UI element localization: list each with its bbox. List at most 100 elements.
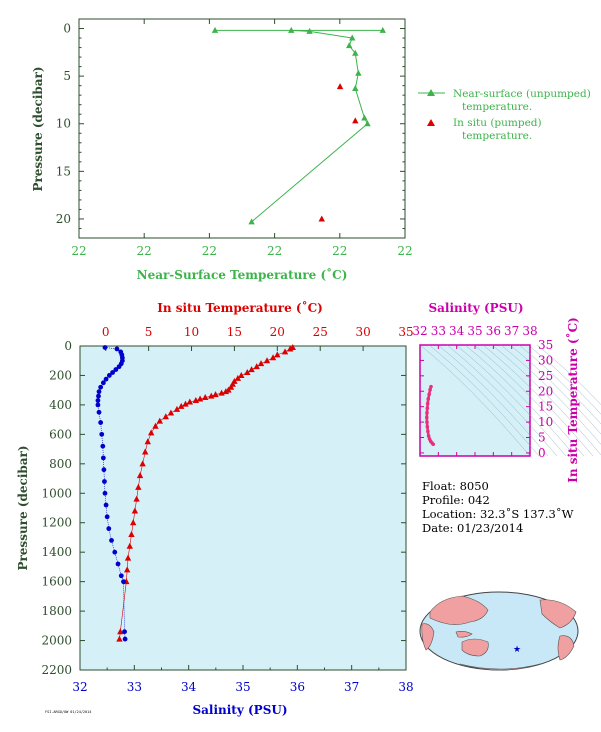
near-surface-point <box>349 34 356 41</box>
ts-top-label: Salinity (PSU) <box>428 301 523 315</box>
legend-unpumped-1: Near-surface (unpumped) <box>453 88 591 100</box>
near-surface-point <box>352 85 359 92</box>
ts-point <box>427 392 431 397</box>
salinity-point <box>100 455 106 461</box>
ts-point <box>429 384 433 389</box>
top-y-tick-label: 10 <box>56 117 71 131</box>
density-contour <box>446 344 558 457</box>
density-contour <box>419 344 531 457</box>
salinity-point <box>102 479 107 484</box>
ts-sal-tick-label: 33 <box>431 324 446 338</box>
density-contour <box>428 344 540 457</box>
temperature-point <box>234 374 242 381</box>
ts-sal-tick-label: 34 <box>449 324 465 338</box>
top-x-tick-label: 22 <box>71 244 86 258</box>
ts-sal-tick-label: 38 <box>522 324 537 338</box>
temp-tick-label: 0 <box>102 325 110 339</box>
ts-point <box>425 420 429 424</box>
salinity-point <box>95 402 101 408</box>
salinity-point <box>103 376 109 382</box>
sal-tick-label: 32 <box>72 680 87 694</box>
world-map: ★ <box>419 591 579 671</box>
top-xlabel: Near-Surface Temperature (˚C) <box>137 267 348 282</box>
top-series <box>211 26 386 225</box>
ts-point <box>431 442 436 447</box>
salinity-point <box>100 380 106 386</box>
temperature-point <box>133 495 140 502</box>
temperature-point <box>173 405 181 412</box>
salinity-point <box>103 502 109 508</box>
top-chart-frame <box>78 18 406 239</box>
legend-green-triangle <box>427 89 435 96</box>
temperature-point <box>257 360 265 367</box>
temperature-point <box>286 345 294 352</box>
temperature-point <box>156 417 163 424</box>
salinity-point <box>96 389 102 395</box>
legend-pumped-1: In situ (pumped) <box>453 117 542 129</box>
density-contour <box>518 344 601 425</box>
ts-density-contours <box>419 344 601 457</box>
temperature-point <box>222 388 230 395</box>
temperature-point <box>131 507 139 514</box>
temperature-point <box>212 391 219 398</box>
pressure-tick-label: 2000 <box>41 634 72 648</box>
near-surface-point <box>211 26 219 33</box>
temperature-point <box>152 422 159 429</box>
top-legend: Near-surface (unpumped) temperature. In … <box>418 88 591 142</box>
main-ylabel: Pressure (decibar) <box>16 445 30 570</box>
near-surface-point <box>306 27 313 34</box>
temperature-point <box>202 394 209 401</box>
float-id: Float: 8050 <box>422 479 489 493</box>
temperature-point <box>186 398 194 405</box>
pressure-tick-label: 1600 <box>41 575 72 589</box>
ts-sal-tick-label: 35 <box>467 324 482 338</box>
ts-point <box>425 424 430 429</box>
pressure-tick-label: 1400 <box>41 545 72 559</box>
ts-temp-tick-label: 15 <box>538 400 553 414</box>
sal-tick-label: 34 <box>181 680 197 694</box>
top-y-tick-label: 20 <box>56 212 71 226</box>
salinity-point <box>106 526 112 532</box>
top-chart-ticks: 22 22 22 22 22 22 0 5 10 15 20 <box>56 19 413 258</box>
density-contour <box>437 344 549 457</box>
sal-tick-label: 35 <box>235 680 250 694</box>
map-land-antarctica <box>459 663 541 671</box>
temp-tick-label: 15 <box>227 325 242 339</box>
temp-tick-label: 35 <box>398 325 413 339</box>
temperature-point <box>263 357 271 364</box>
near-surface-point <box>355 69 362 76</box>
sal-tick-label: 36 <box>290 680 305 694</box>
ts-point <box>424 415 429 420</box>
salinity-point <box>115 561 121 567</box>
in-situ-point <box>352 117 359 124</box>
temperature-point <box>244 369 251 376</box>
salinity-point <box>102 345 108 350</box>
pressure-tick-label: 800 <box>49 457 72 471</box>
temperature-point <box>248 366 255 373</box>
pressure-tick-label: 0 <box>64 339 72 353</box>
density-contour <box>473 344 585 457</box>
pressure-tick-label: 1200 <box>41 516 72 530</box>
salinity-point <box>121 579 126 585</box>
ts-series <box>424 384 436 447</box>
pressure-tick-label: 1800 <box>41 604 72 618</box>
salinity-point <box>114 346 120 352</box>
pressure-tick-label: 400 <box>49 398 72 412</box>
salinity-point <box>98 420 104 425</box>
ts-point <box>426 397 431 401</box>
sal-tick-label: 38 <box>398 680 413 694</box>
temperature-point <box>142 448 149 455</box>
top-x-tick-label: 22 <box>137 244 152 258</box>
temperature-point <box>135 483 142 490</box>
ts-point <box>425 411 429 415</box>
temperature-point <box>144 438 151 445</box>
salinity-point <box>122 629 127 635</box>
temperature-point <box>182 400 189 407</box>
temperature-point <box>253 363 260 370</box>
density-contour <box>527 344 601 415</box>
ts-temp-tick-label: 10 <box>538 415 553 429</box>
near-surface-point <box>352 49 359 56</box>
ts-temp-tick-label: 20 <box>538 384 553 398</box>
temperature-point <box>139 460 146 467</box>
